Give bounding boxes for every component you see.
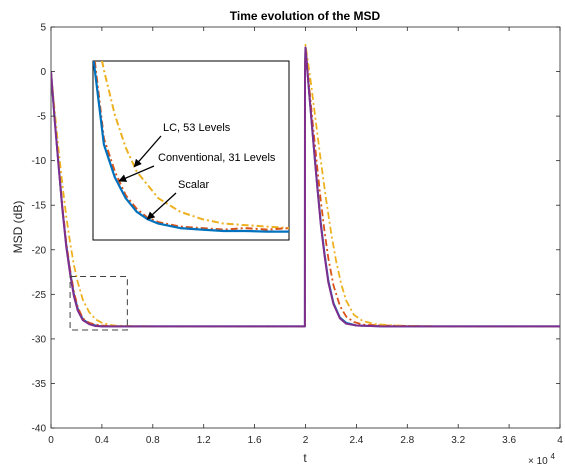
annotation-lc-arrow [133, 135, 162, 168]
annotation-conventional: Conventional, 31 Levels [118, 152, 276, 182]
annotation-conventional-text: Conventional, 31 Levels [158, 152, 276, 164]
annotation-scalar-text: Scalar [178, 179, 210, 191]
chart-title: Time evolution of the MSD [230, 9, 381, 23]
x-tick-label: 0 [48, 435, 54, 446]
annotation-conventional-arrow [118, 165, 155, 182]
x-tick-label: 3.2 [451, 435, 465, 446]
y-tick-label: -35 [32, 379, 47, 390]
y-tick-label: -15 [32, 201, 47, 212]
y-tick-label: 5 [40, 23, 46, 34]
x-tick-label: 1.6 [248, 435, 262, 446]
inset-series-group [93, 61, 289, 233]
y-tick-label: -20 [32, 245, 47, 256]
y-tick-label: -30 [32, 334, 47, 345]
y-tick-label: 0 [40, 67, 46, 78]
x-tick-label: 2.8 [400, 435, 414, 446]
x-exponent-base: × 10 [528, 456, 548, 467]
y-tick-label: -25 [32, 290, 47, 301]
main-series-group [51, 43, 560, 328]
inset-series-line-conventional-31-levels [93, 61, 289, 231]
y-tick-label: -10 [32, 156, 47, 167]
x-tick-label: 2 [303, 435, 309, 446]
zoom-region-box [69, 276, 128, 331]
x-tick-label: 0.8 [146, 435, 160, 446]
annotation-scalar: Scalar [146, 179, 210, 220]
y-axis-label: MSD (dB) [11, 201, 25, 254]
annotation-scalar-arrow [146, 192, 177, 220]
y-tick-label: -40 [32, 424, 47, 435]
x-tick-label: 3.6 [502, 435, 516, 446]
x-tick-label: 1.2 [197, 435, 211, 446]
x-axis-exponent: × 10 4 [528, 452, 556, 467]
annotation-lc-text: LC, 53 Levels [163, 122, 231, 134]
x-tick-label: 0.4 [95, 435, 109, 446]
inset-series-line-scalar [93, 61, 289, 233]
axis-ticks-group: 0 0.4 0.8 1.2 1.6 2 2.4 2.8 3.2 3.6 4 -40 -35 -30 -25 -… [32, 23, 564, 447]
inset-series-line-lc-53-levels [101, 61, 289, 230]
y-tick-label: -5 [37, 112, 46, 123]
x-tick-label: 4 [557, 435, 563, 446]
x-exponent-power: 4 [551, 452, 556, 461]
x-tick-label: 2.4 [349, 435, 363, 446]
x-axis-label: t [303, 451, 307, 465]
annotation-lc: LC, 53 Levels [133, 122, 231, 168]
svg-text:× 10 4: × 10 4 [528, 452, 556, 467]
inset-plot-area [92, 60, 290, 241]
series-line-series [51, 46, 560, 328]
